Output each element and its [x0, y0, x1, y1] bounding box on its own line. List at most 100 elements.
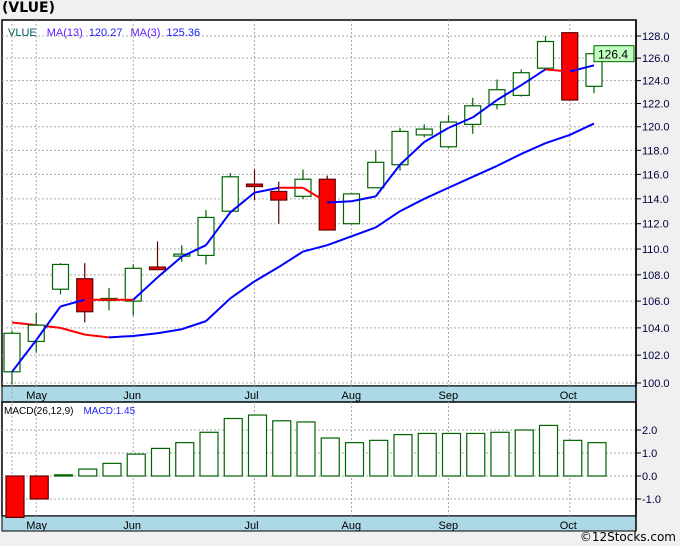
ma13-line-segment [520, 142, 546, 155]
candle-up [415, 128, 433, 136]
ma13-line-segment [229, 280, 256, 300]
ma13-line-segment [472, 165, 498, 178]
macd-bar [223, 417, 243, 477]
candle-down [148, 266, 167, 271]
price-tick-label: 104.0 [642, 323, 670, 335]
ma3-line-segment [374, 164, 401, 197]
macd-bar [538, 424, 559, 477]
macd-bar [150, 447, 171, 477]
price-tick-label: 124.0 [642, 76, 670, 88]
legend-ma13-label: MA(13) [47, 27, 83, 39]
price-tick-label: 102.0 [642, 350, 670, 362]
ma3-line-segment [302, 186, 328, 204]
macd-bar [272, 420, 292, 477]
macd-bar [393, 434, 413, 477]
candle-up [342, 193, 361, 225]
ma13-line-segment [375, 210, 401, 229]
macd-bar [175, 442, 195, 477]
price-tick-label: 106.0 [642, 296, 670, 308]
macd-tick-label: 1.0 [642, 448, 657, 460]
macd-bar [78, 468, 98, 477]
legend-ma3-label: MA(3) [130, 27, 160, 39]
month-label-bottom: May [26, 520, 47, 532]
macd-bar [126, 453, 146, 477]
candle-down [76, 278, 94, 313]
ma3-line-segment [156, 255, 183, 279]
month-label-bottom: Jul [245, 520, 259, 532]
macd-bar [296, 421, 316, 477]
ma13-line-segment [399, 197, 425, 213]
ma3-line-segment [60, 298, 86, 308]
ma3-line-segment [254, 186, 279, 194]
candle-up [536, 40, 555, 69]
month-label-top: Jun [123, 390, 141, 402]
ma13-line-segment [326, 235, 352, 247]
ma13-line-segment [302, 244, 328, 253]
macd-bar [369, 439, 389, 477]
macd-bar [563, 439, 583, 477]
chart-title: (VLUE) [2, 0, 55, 16]
macd-bar [320, 437, 340, 477]
macd-bar [199, 431, 219, 477]
month-label-bottom: Oct [560, 520, 577, 532]
price-tick-label: 114.0 [642, 194, 669, 206]
ma3-line-segment [520, 68, 547, 87]
price-tick-label: 126.0 [642, 53, 670, 65]
candle-down [561, 32, 579, 101]
macd-bar [417, 432, 437, 477]
ma3-line-segment [472, 99, 498, 119]
ma13-line-segment [253, 266, 280, 283]
candle-up [221, 176, 239, 212]
macd-title: MACD(26,12,9) [4, 406, 73, 417]
ma13-line-segment [60, 326, 86, 336]
price-tick-label: 120.0 [642, 122, 670, 134]
ma3-line-segment [181, 244, 207, 258]
macd-bar [514, 429, 534, 477]
month-label-top: Sep [439, 390, 459, 402]
candle-down [245, 183, 264, 188]
price-tick-label: 110.0 [642, 244, 669, 256]
price-tick-label: 112.0 [642, 219, 669, 231]
ma3-line-segment [545, 68, 570, 73]
candle-up [124, 267, 142, 302]
month-label-bottom: Sep [439, 520, 459, 532]
macd-bar [29, 475, 49, 500]
macd-bar [490, 431, 510, 477]
ma3-line-segment [35, 305, 62, 341]
ma13-line-segment [423, 186, 449, 200]
ma3-line-segment [229, 191, 256, 214]
ma3-line-segment [423, 127, 450, 143]
ma3-line-segment [205, 211, 232, 246]
price-tick-label: 116.0 [642, 169, 669, 181]
ma3-line-segment [399, 141, 425, 166]
macd-tick-label: -1.0 [642, 494, 661, 506]
month-label-top: Oct [560, 390, 577, 402]
ma13-line-segment [181, 320, 207, 331]
macd-bar [441, 432, 462, 477]
candle-up [488, 89, 506, 106]
candle-up [367, 161, 385, 189]
ma13-line-segment [84, 333, 110, 339]
month-label-top: Jul [245, 390, 259, 402]
legend-ma13-value: 120.27 [89, 27, 123, 39]
macd-bar [247, 414, 268, 477]
legend-symbol: VLUE [8, 27, 37, 39]
ma13-line-segment [157, 328, 182, 335]
price-tick-label: 122.0 [642, 98, 670, 110]
ma13-line-segment [448, 175, 474, 189]
macd-bar [53, 474, 74, 477]
month-label-top: Aug [342, 390, 362, 402]
price-tick-label: 128.0 [642, 31, 670, 43]
last-price-label: 126.4 [598, 48, 628, 62]
x-axis-band-bottom [1, 515, 637, 532]
month-label-bottom: Jun [123, 520, 141, 532]
ma13-line-segment [278, 250, 304, 268]
candle-down [270, 190, 288, 201]
ma13-line-segment [133, 332, 158, 337]
macd-bar [102, 462, 122, 477]
macd-value-label: MACD:1.45 [83, 406, 135, 417]
ma13-line-segment [545, 133, 571, 145]
ma13-line-segment [108, 335, 134, 339]
ma3-line-segment [496, 84, 522, 101]
